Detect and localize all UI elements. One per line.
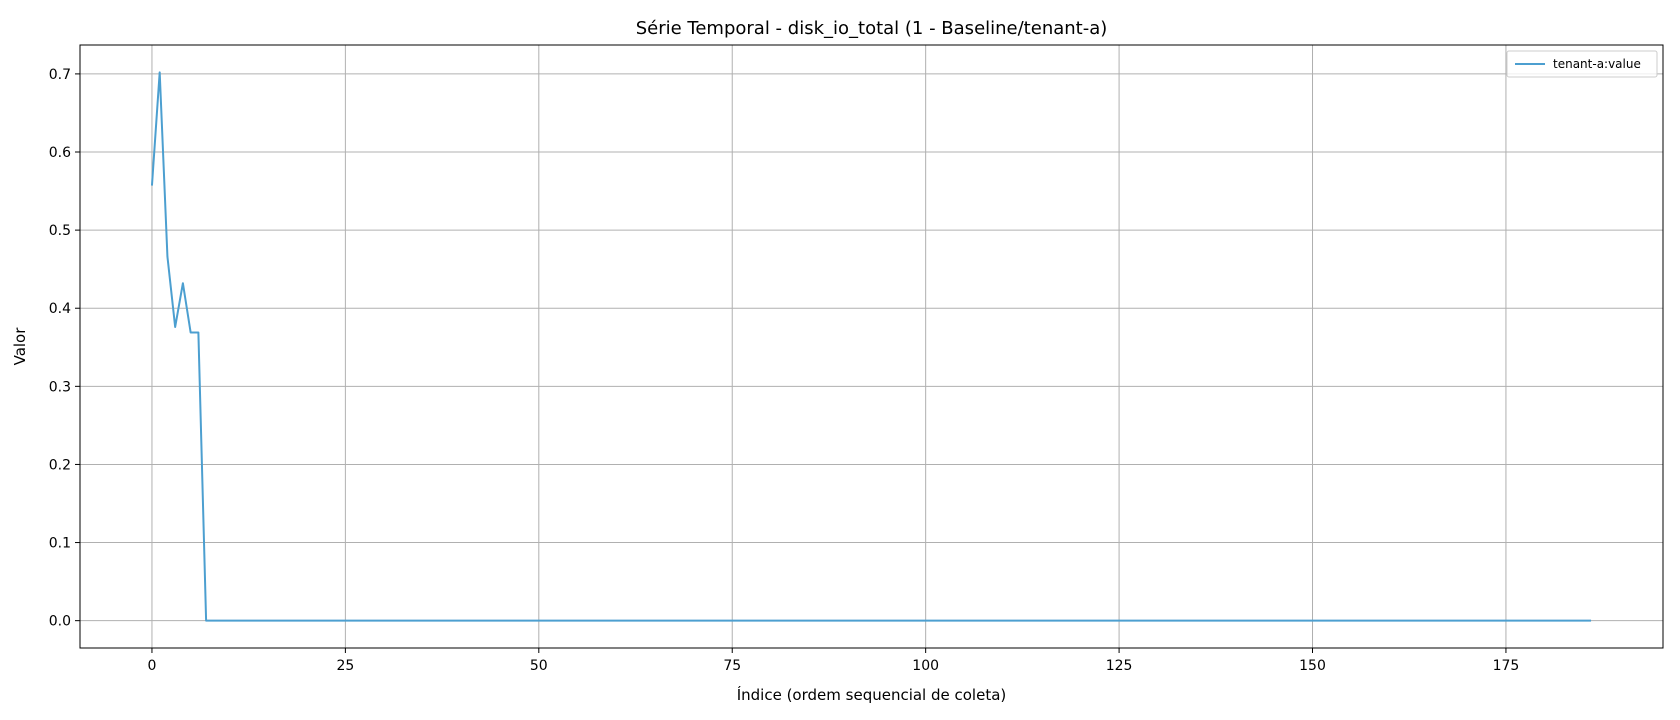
y-tick-label: 0.0 — [49, 614, 71, 630]
series-layer — [150, 71, 1592, 622]
legend-label-tenant-a: tenant-a:value — [1553, 57, 1641, 71]
x-tick-label: 175 — [1493, 658, 1520, 674]
y-axis-label: Valor — [11, 327, 29, 366]
x-tick-label: 25 — [336, 658, 354, 674]
series-line-0 — [150, 71, 1592, 622]
legend: tenant-a:value — [1506, 50, 1658, 78]
legend-box — [1506, 50, 1658, 78]
grid — [80, 45, 1663, 648]
x-tick-label: 125 — [1106, 658, 1133, 674]
x-tick-label: 50 — [530, 658, 548, 674]
y-tick-label: 0.1 — [49, 536, 71, 552]
y-tick-label: 0.6 — [49, 145, 71, 161]
y-tick-label: 0.7 — [49, 67, 71, 83]
y-tick-label: 0.2 — [49, 457, 71, 473]
x-tick-label: 75 — [723, 658, 741, 674]
ticks: 0 25 50 75 100 125 150 175 0.0 0.1 0.2 0.3 0.4 0.5 0.6… — [49, 67, 1520, 674]
x-tick-label: 150 — [1299, 658, 1326, 674]
y-tick-label: 0.3 — [49, 379, 71, 395]
x-tick-label: 0 — [147, 658, 156, 674]
axes-frame — [79, 44, 1664, 649]
y-tick-label: 0.5 — [49, 223, 71, 239]
chart-title: Série Temporal - disk_io_total (1 - Base… — [636, 18, 1108, 39]
y-tick-label: 0.4 — [49, 301, 71, 317]
x-tick-label: 100 — [912, 658, 939, 674]
x-axis-label: Índice (ordem sequencial de coleta) — [737, 685, 1007, 704]
